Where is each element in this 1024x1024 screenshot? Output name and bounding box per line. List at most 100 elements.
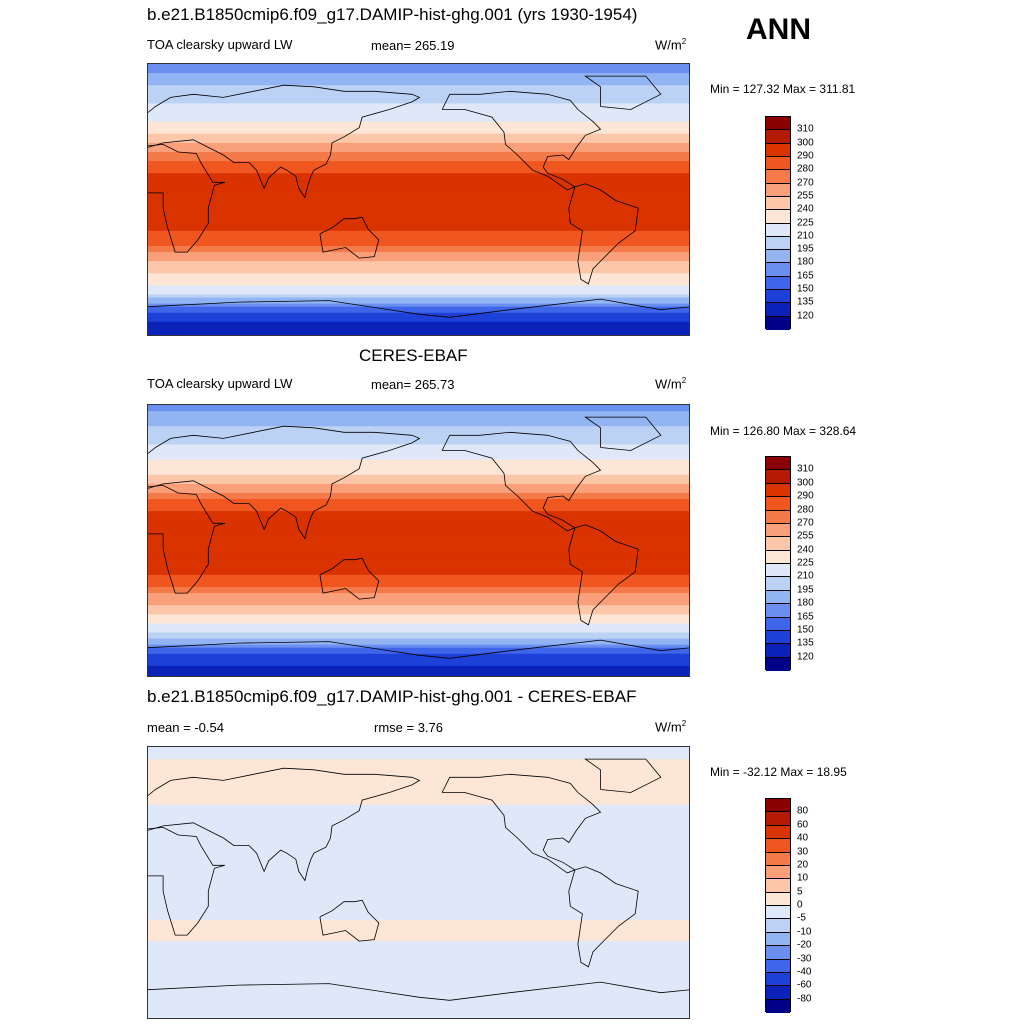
panel-2-lat-band <box>148 426 689 430</box>
panel-3-lat-band <box>148 801 689 806</box>
panel-2-lat-band <box>148 456 689 461</box>
panel-1-lat-band <box>148 288 689 293</box>
panel-1-colorbar-segment <box>766 156 790 171</box>
panel-3-lat-band <box>148 865 689 869</box>
panel-2-lat-band <box>148 447 689 452</box>
panel-2-colorbar-segment <box>766 577 790 591</box>
panel-1-lat-band <box>148 161 689 165</box>
panel-3-coastline <box>441 773 602 874</box>
panel-3-lat-band <box>148 868 689 872</box>
panel-1-colorbar <box>765 116 791 330</box>
panel-1-coastline <box>319 216 380 259</box>
panel-1-colorbar-tick-label: 255 <box>797 190 814 202</box>
panel-1-lat-band <box>148 76 689 80</box>
panel-1-lat-band <box>148 67 689 71</box>
panel-2-coastline <box>148 639 689 659</box>
panel-2-lat-band <box>148 583 689 588</box>
panel-2-title: CERES-EBAF <box>359 346 468 365</box>
panel-2-lat-band <box>148 568 689 573</box>
panel-3-lat-band <box>148 925 689 930</box>
panel-3-lat-band <box>148 892 689 897</box>
panel-3-lat-band <box>148 841 689 845</box>
panel-3-lat-band <box>148 956 689 960</box>
panel-2-lat-band <box>148 492 689 497</box>
panel-1-colorbar-tick-label: 225 <box>797 217 814 228</box>
panel-1-lat-band <box>148 200 689 205</box>
panel-2-lat-band <box>148 593 689 597</box>
panel-1-lat-band <box>148 303 689 308</box>
panel-3-lat-band <box>148 898 689 903</box>
panel-3-colorbar-segment <box>766 879 790 893</box>
panel-2-colorbar-segment <box>766 497 790 511</box>
panel-3-colorbar-tick-label: -30 <box>797 953 812 964</box>
panel-1-lat-band <box>148 333 689 335</box>
panel-2-lat-band <box>148 620 689 624</box>
panel-1-colorbar-segment <box>766 170 790 184</box>
panel-3-colorbar-segment <box>766 932 790 947</box>
panel-2-lat-band <box>148 659 689 664</box>
panel-2-lat-band <box>148 596 689 600</box>
panel-1-colorbar-tick-label: 165 <box>797 270 814 282</box>
panel-1-lat-band <box>148 167 689 171</box>
panel-1-colorbar-tick-label: 150 <box>797 283 814 295</box>
panel-2-lat-band <box>148 644 689 649</box>
panel-1-lat-band <box>148 203 689 208</box>
panel-2-lat-band <box>148 559 689 564</box>
panel-1-lat-band <box>148 142 689 147</box>
panel-1-lat-band <box>148 197 689 202</box>
panel-1-lat-band <box>148 164 689 168</box>
panel-3-lat-band <box>148 910 689 915</box>
panel-2-lat-band <box>148 623 689 628</box>
panel-2-lat-band <box>148 626 689 631</box>
panel-2-lat-band <box>148 590 689 594</box>
panel-1-lat-band <box>148 318 689 323</box>
panel-1-lat-band <box>148 191 689 196</box>
panel-3-lat-band <box>148 816 689 821</box>
panel-3-colorbar-segment <box>766 812 790 826</box>
panel-3-colorbar-segment <box>766 986 790 1000</box>
panel-2-lat-band <box>148 508 689 512</box>
panel-2-lat-band <box>148 665 689 670</box>
panel-3-colorbar-tick-label: 20 <box>797 859 809 871</box>
panel-2-lat-band <box>148 435 689 439</box>
panel-3-lat-band <box>148 786 689 791</box>
panel-1-colorbar-tick-label: 195 <box>797 243 814 255</box>
panel-1-lat-band <box>148 91 689 95</box>
panel-2-lat-band <box>148 632 689 637</box>
panel-1-lat-band <box>148 233 689 238</box>
panel-3-map <box>147 746 690 1019</box>
panel-3-lat-band <box>148 1013 689 1018</box>
panel-2-lat-band <box>148 405 689 409</box>
panel-3-lat-band <box>148 750 689 754</box>
panel-2-coastline <box>441 431 602 532</box>
panel-1-lat-band <box>148 215 689 220</box>
panel-3-lat-band <box>148 862 689 866</box>
panel-2-lat-band <box>148 587 689 591</box>
panel-1-lat-band <box>148 127 689 132</box>
panel-1-lat-band <box>148 258 689 262</box>
panel-1-lat-band <box>148 249 689 253</box>
panel-1-lat-band <box>148 118 689 123</box>
panel-2-colorbar-tick-label: 310 <box>797 463 814 475</box>
panel-3-colorbar-segment <box>766 892 790 906</box>
panel-2-lat-band <box>148 432 689 436</box>
panel-1-lat-band <box>148 242 689 247</box>
panel-2-lat-band <box>148 499 689 503</box>
panel-2-colorbar <box>765 456 791 671</box>
panel-1-lat-band <box>148 270 689 274</box>
panel-1-lat-band <box>148 230 689 235</box>
panel-1-lat-band <box>148 179 689 183</box>
panel-2-lat-band <box>148 483 689 488</box>
panel-2-colorbar-tick-label: 240 <box>797 544 814 556</box>
panel-3-lat-band <box>148 798 689 803</box>
panel-1-lat-band <box>148 264 689 268</box>
panel-3-lat-band <box>148 983 689 988</box>
panel-1-lat-band <box>148 70 689 74</box>
panel-2-lat-band <box>148 496 689 500</box>
panel-1-lat-band <box>148 85 689 89</box>
panel-2-lat-band <box>148 577 689 582</box>
panel-2-lat-band <box>148 444 689 449</box>
panel-3-colorbar-tick-label: 80 <box>797 805 809 817</box>
panel-2-colorbar-segment <box>766 537 790 551</box>
panel-3-lat-band <box>148 992 689 997</box>
